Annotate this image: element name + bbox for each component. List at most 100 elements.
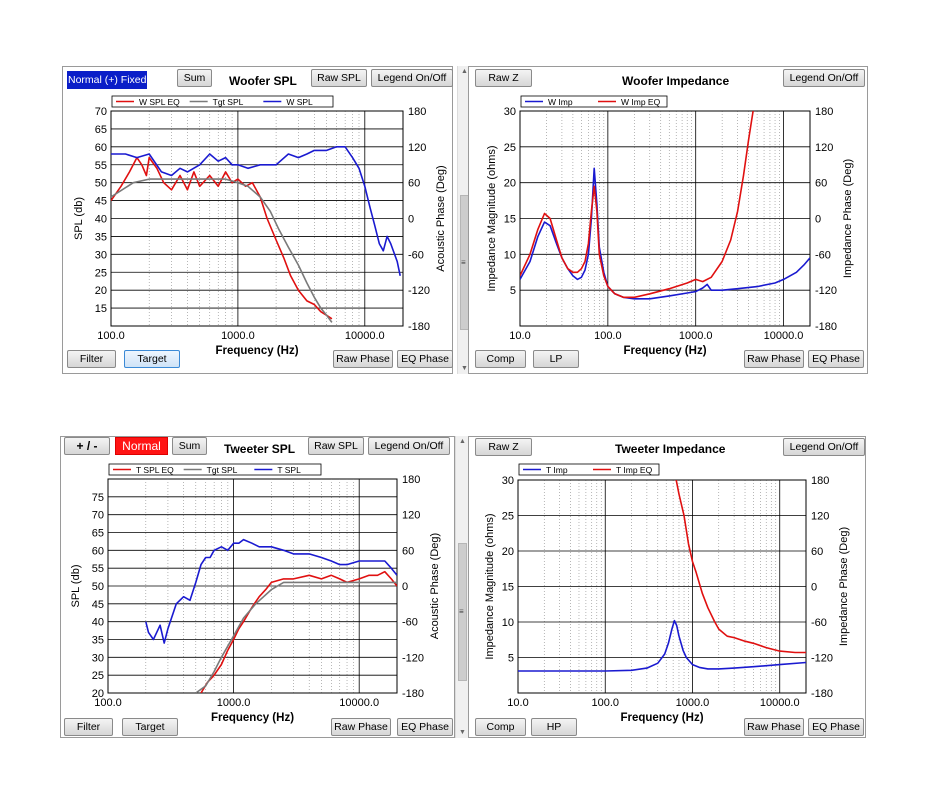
- y2-tick-label: -180: [811, 688, 833, 700]
- legend-entry: W SPL EQ: [139, 97, 180, 107]
- woofer-spl-normal-fixed-button[interactable]: Normal (+) Fixed: [67, 71, 147, 89]
- tweeter-spl-plus-minus-button[interactable]: + / -: [64, 437, 110, 455]
- y-tick-label: 45: [92, 599, 104, 611]
- woofer-spl-legend-on-off-button[interactable]: Legend On/Off: [371, 69, 453, 87]
- woofer-spl-legend: W SPL EQ Tgt SPL W SPL: [111, 95, 334, 108]
- y2-axis-label: Impedance Phase (Deg): [838, 527, 850, 646]
- y-tick-label: 15: [95, 303, 107, 315]
- woofer-spl-sum-button[interactable]: Sum: [177, 69, 212, 87]
- y2-tick-label: 180: [815, 106, 833, 118]
- woofer-impedance-legend: W Imp W Imp EQ: [520, 95, 668, 108]
- grip-icon: ≡: [461, 257, 466, 267]
- grip-icon: ≡: [459, 607, 464, 616]
- y-tick-label: 55: [95, 160, 107, 172]
- tweeter-spl-sum-button[interactable]: Sum: [172, 437, 207, 455]
- y-axis-label: SPL (db): [73, 197, 85, 240]
- tweeter-impedance-raw-phase-button[interactable]: Raw Phase: [744, 718, 804, 736]
- woofer-impedance-eq-phase-button[interactable]: EQ Phase: [808, 350, 864, 368]
- woofer-impedance-raw-z-button[interactable]: Raw Z: [475, 69, 532, 87]
- scroll-down-arrow-icon[interactable]: ▼: [459, 729, 466, 736]
- tweeter-spl-legend-on-off-button[interactable]: Legend On/Off: [368, 437, 450, 455]
- x-tick-label: 10.0: [507, 697, 528, 709]
- x-tick-label: 1000.0: [217, 697, 251, 709]
- tweeter-impedance-eq-phase-button[interactable]: EQ Phase: [808, 718, 864, 736]
- y-tick-label: 25: [502, 511, 514, 523]
- y-tick-label: 65: [92, 528, 104, 540]
- tweeter-impedance-comp-button[interactable]: Comp: [475, 718, 526, 736]
- y-tick-label: 10: [502, 617, 514, 629]
- tweeter-spl-eq-phase-button[interactable]: EQ Phase: [397, 718, 453, 736]
- y-tick-label: 5: [508, 653, 514, 665]
- woofer-spl-chart: 100.0 1000.0 10000.0 15 20 25 30 35 40 45 50 55 60 65…: [73, 95, 447, 357]
- y2-tick-label: 0: [402, 581, 408, 593]
- series-line-w-spl: [111, 146, 401, 276]
- y-tick-label: 25: [504, 142, 516, 154]
- tweeter-spl-filter-button[interactable]: Filter: [64, 718, 113, 736]
- y-tick-label: 10: [504, 249, 516, 261]
- woofer-spl-eq-phase-button[interactable]: EQ Phase: [397, 350, 453, 368]
- series-line-t-imp: [518, 619, 806, 672]
- scrollbar-thumb[interactable]: [458, 543, 467, 681]
- x-tick-label: 10.0: [509, 330, 530, 342]
- y2-tick-label: 120: [815, 142, 833, 154]
- tweeter-impedance-legend-on-off-button[interactable]: Legend On/Off: [783, 438, 865, 456]
- y-tick-label: 50: [92, 581, 104, 593]
- y-tick-label: 20: [95, 285, 107, 297]
- scroll-up-arrow-icon[interactable]: ▲: [461, 68, 468, 75]
- y2-tick-label: -120: [402, 652, 424, 664]
- tweeter-spl-legend: T SPL EQ Tgt SPL T SPL: [108, 463, 322, 476]
- y-tick-label: 20: [92, 688, 104, 700]
- x-tick-label: 1000.0: [679, 330, 713, 342]
- tweeter-spl-raw-phase-button[interactable]: Raw Phase: [331, 718, 391, 736]
- tweeter-impedance-title: Tweeter Impedance: [615, 442, 726, 456]
- woofer-impedance-comp-button[interactable]: Comp: [475, 350, 526, 368]
- y2-tick-label: 60: [402, 545, 414, 557]
- woofer-impedance-title: Woofer Impedance: [622, 74, 730, 88]
- tweeter-spl-raw-spl-button[interactable]: Raw SPL: [308, 437, 364, 455]
- y-tick-label: 35: [92, 635, 104, 647]
- y2-tick-label: -60: [408, 249, 424, 261]
- y-tick-label: 30: [502, 475, 514, 487]
- x-axis-label: Frequency (Hz): [215, 345, 298, 357]
- y-tick-label: 20: [504, 178, 516, 190]
- y2-tick-label: 60: [815, 178, 827, 190]
- woofer-impedance-chart: 10.0 100.0 1000.0 10000.0 5 10 15 20 25 30 180 120 6…: [486, 95, 854, 357]
- y-tick-label: 15: [502, 582, 514, 594]
- woofer-impedance-legend-on-off-button[interactable]: Legend On/Off: [783, 69, 865, 87]
- woofer-spl-raw-spl-button[interactable]: Raw SPL: [311, 69, 367, 87]
- tweeter-spl-normal-button[interactable]: Normal: [115, 437, 168, 455]
- x-tick-label: 10000.0: [764, 330, 804, 342]
- tweeter-spl-target-button[interactable]: Target: [122, 718, 178, 736]
- woofer-spl-title: Woofer SPL: [229, 74, 297, 88]
- y2-tick-label: -60: [402, 617, 418, 629]
- y-tick-label: 30: [504, 106, 516, 118]
- tweeter-impedance-chart: 10.0 100.0 1000.0 10000.0 5 10 15 20 25 30 180 120 6…: [484, 463, 850, 724]
- scroll-down-arrow-icon[interactable]: ▼: [461, 365, 468, 372]
- y2-tick-label: 60: [811, 546, 823, 558]
- y-tick-label: 5: [510, 285, 516, 297]
- tweeter-spl-scrollbar[interactable]: ▲ ≡ ▼: [455, 436, 469, 738]
- y-tick-label: 60: [92, 545, 104, 557]
- woofer-impedance-raw-phase-button[interactable]: Raw Phase: [744, 350, 804, 368]
- y2-tick-label: -60: [815, 249, 831, 261]
- y2-tick-label: 180: [408, 106, 426, 118]
- y2-tick-label: 0: [815, 214, 821, 226]
- y-tick-label: 75: [92, 492, 104, 504]
- woofer-spl-raw-phase-button[interactable]: Raw Phase: [333, 350, 393, 368]
- woofer-impedance-lp-button[interactable]: LP: [533, 350, 579, 368]
- legend-entry: T SPL: [277, 465, 301, 475]
- x-axis-label: Frequency (Hz): [211, 712, 294, 724]
- x-tick-label: 100.0: [591, 697, 619, 709]
- y-tick-label: 55: [92, 563, 104, 575]
- y2-tick-label: -180: [408, 321, 430, 333]
- woofer-spl-target-button[interactable]: Target: [124, 350, 180, 368]
- legend-entry: T Imp EQ: [616, 465, 653, 475]
- y2-tick-label: 180: [811, 475, 829, 487]
- tweeter-impedance-hp-button[interactable]: HP: [531, 718, 577, 736]
- tweeter-impedance-raw-z-button[interactable]: Raw Z: [475, 438, 532, 456]
- scroll-up-arrow-icon[interactable]: ▲: [459, 438, 466, 445]
- y2-tick-label: 180: [402, 474, 420, 486]
- x-tick-label: 10000.0: [760, 697, 800, 709]
- woofer-spl-filter-button[interactable]: Filter: [67, 350, 116, 368]
- x-tick-label: 10000.0: [345, 330, 385, 342]
